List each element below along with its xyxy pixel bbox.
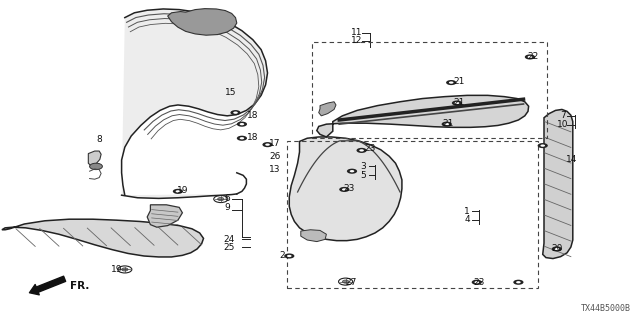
Polygon shape: [2, 219, 204, 257]
Bar: [287, 141, 538, 288]
Text: 18: 18: [247, 133, 259, 142]
Circle shape: [449, 81, 454, 84]
Circle shape: [347, 169, 357, 174]
Polygon shape: [317, 95, 529, 137]
Text: 18: 18: [247, 111, 259, 120]
Circle shape: [527, 56, 532, 58]
Circle shape: [90, 163, 102, 170]
Text: 22: 22: [527, 52, 539, 61]
Circle shape: [359, 149, 364, 152]
Circle shape: [339, 187, 349, 192]
Polygon shape: [88, 151, 101, 166]
Text: 19: 19: [111, 265, 123, 274]
Text: FR.: FR.: [70, 281, 90, 291]
Polygon shape: [319, 102, 336, 116]
Circle shape: [513, 280, 524, 285]
Circle shape: [442, 122, 452, 127]
Circle shape: [122, 268, 128, 271]
Circle shape: [452, 100, 462, 106]
Text: 26: 26: [269, 152, 281, 161]
Polygon shape: [122, 9, 268, 198]
Text: 23: 23: [343, 184, 355, 193]
Circle shape: [525, 54, 535, 60]
Text: 2: 2: [280, 252, 285, 260]
Circle shape: [175, 190, 180, 193]
Polygon shape: [168, 9, 237, 35]
Text: 24: 24: [223, 235, 235, 244]
Text: 21: 21: [454, 98, 465, 107]
Circle shape: [472, 280, 482, 285]
Circle shape: [474, 281, 479, 284]
Circle shape: [554, 248, 559, 250]
Circle shape: [552, 246, 562, 252]
Circle shape: [538, 143, 548, 148]
Text: 9: 9: [225, 204, 230, 212]
Text: 13: 13: [269, 165, 281, 174]
Text: 23: 23: [364, 144, 376, 153]
Text: 10: 10: [557, 120, 569, 129]
Text: 7: 7: [561, 111, 566, 120]
Text: 1: 1: [465, 207, 470, 216]
Circle shape: [284, 253, 294, 259]
Polygon shape: [301, 230, 326, 242]
Text: 19: 19: [177, 186, 188, 195]
Text: 15: 15: [225, 88, 236, 97]
Text: 11: 11: [351, 28, 363, 37]
Circle shape: [349, 170, 355, 172]
Text: TX44B5000B: TX44B5000B: [580, 304, 630, 313]
Circle shape: [237, 136, 247, 141]
Text: 17: 17: [269, 140, 281, 148]
Polygon shape: [147, 205, 182, 227]
Circle shape: [287, 255, 292, 257]
Text: 25: 25: [223, 243, 235, 252]
Text: 23: 23: [473, 278, 484, 287]
Text: 8: 8: [97, 135, 102, 144]
Polygon shape: [543, 109, 573, 259]
Circle shape: [218, 197, 224, 201]
Text: 4: 4: [465, 215, 470, 224]
Circle shape: [239, 137, 244, 140]
Circle shape: [444, 123, 449, 125]
Circle shape: [173, 189, 183, 194]
Text: 5: 5: [361, 172, 366, 180]
Circle shape: [516, 281, 521, 284]
Circle shape: [230, 110, 241, 115]
Circle shape: [237, 122, 247, 127]
Circle shape: [446, 80, 456, 85]
Circle shape: [262, 142, 273, 147]
Circle shape: [356, 148, 367, 153]
Text: 6: 6: [225, 194, 230, 203]
Circle shape: [265, 143, 270, 146]
FancyArrowPatch shape: [29, 276, 66, 295]
Circle shape: [454, 102, 460, 104]
Circle shape: [239, 123, 244, 125]
Text: 21: 21: [454, 77, 465, 86]
Text: 21: 21: [442, 119, 454, 128]
Circle shape: [540, 144, 545, 147]
Circle shape: [233, 111, 238, 114]
Text: 3: 3: [361, 162, 366, 171]
Bar: [312, 42, 547, 138]
Polygon shape: [289, 137, 402, 241]
Text: 20: 20: [551, 244, 563, 253]
Text: 27: 27: [345, 278, 356, 287]
Text: 14: 14: [566, 155, 577, 164]
Text: 12: 12: [351, 36, 363, 45]
Circle shape: [342, 280, 349, 283]
Circle shape: [342, 188, 347, 191]
